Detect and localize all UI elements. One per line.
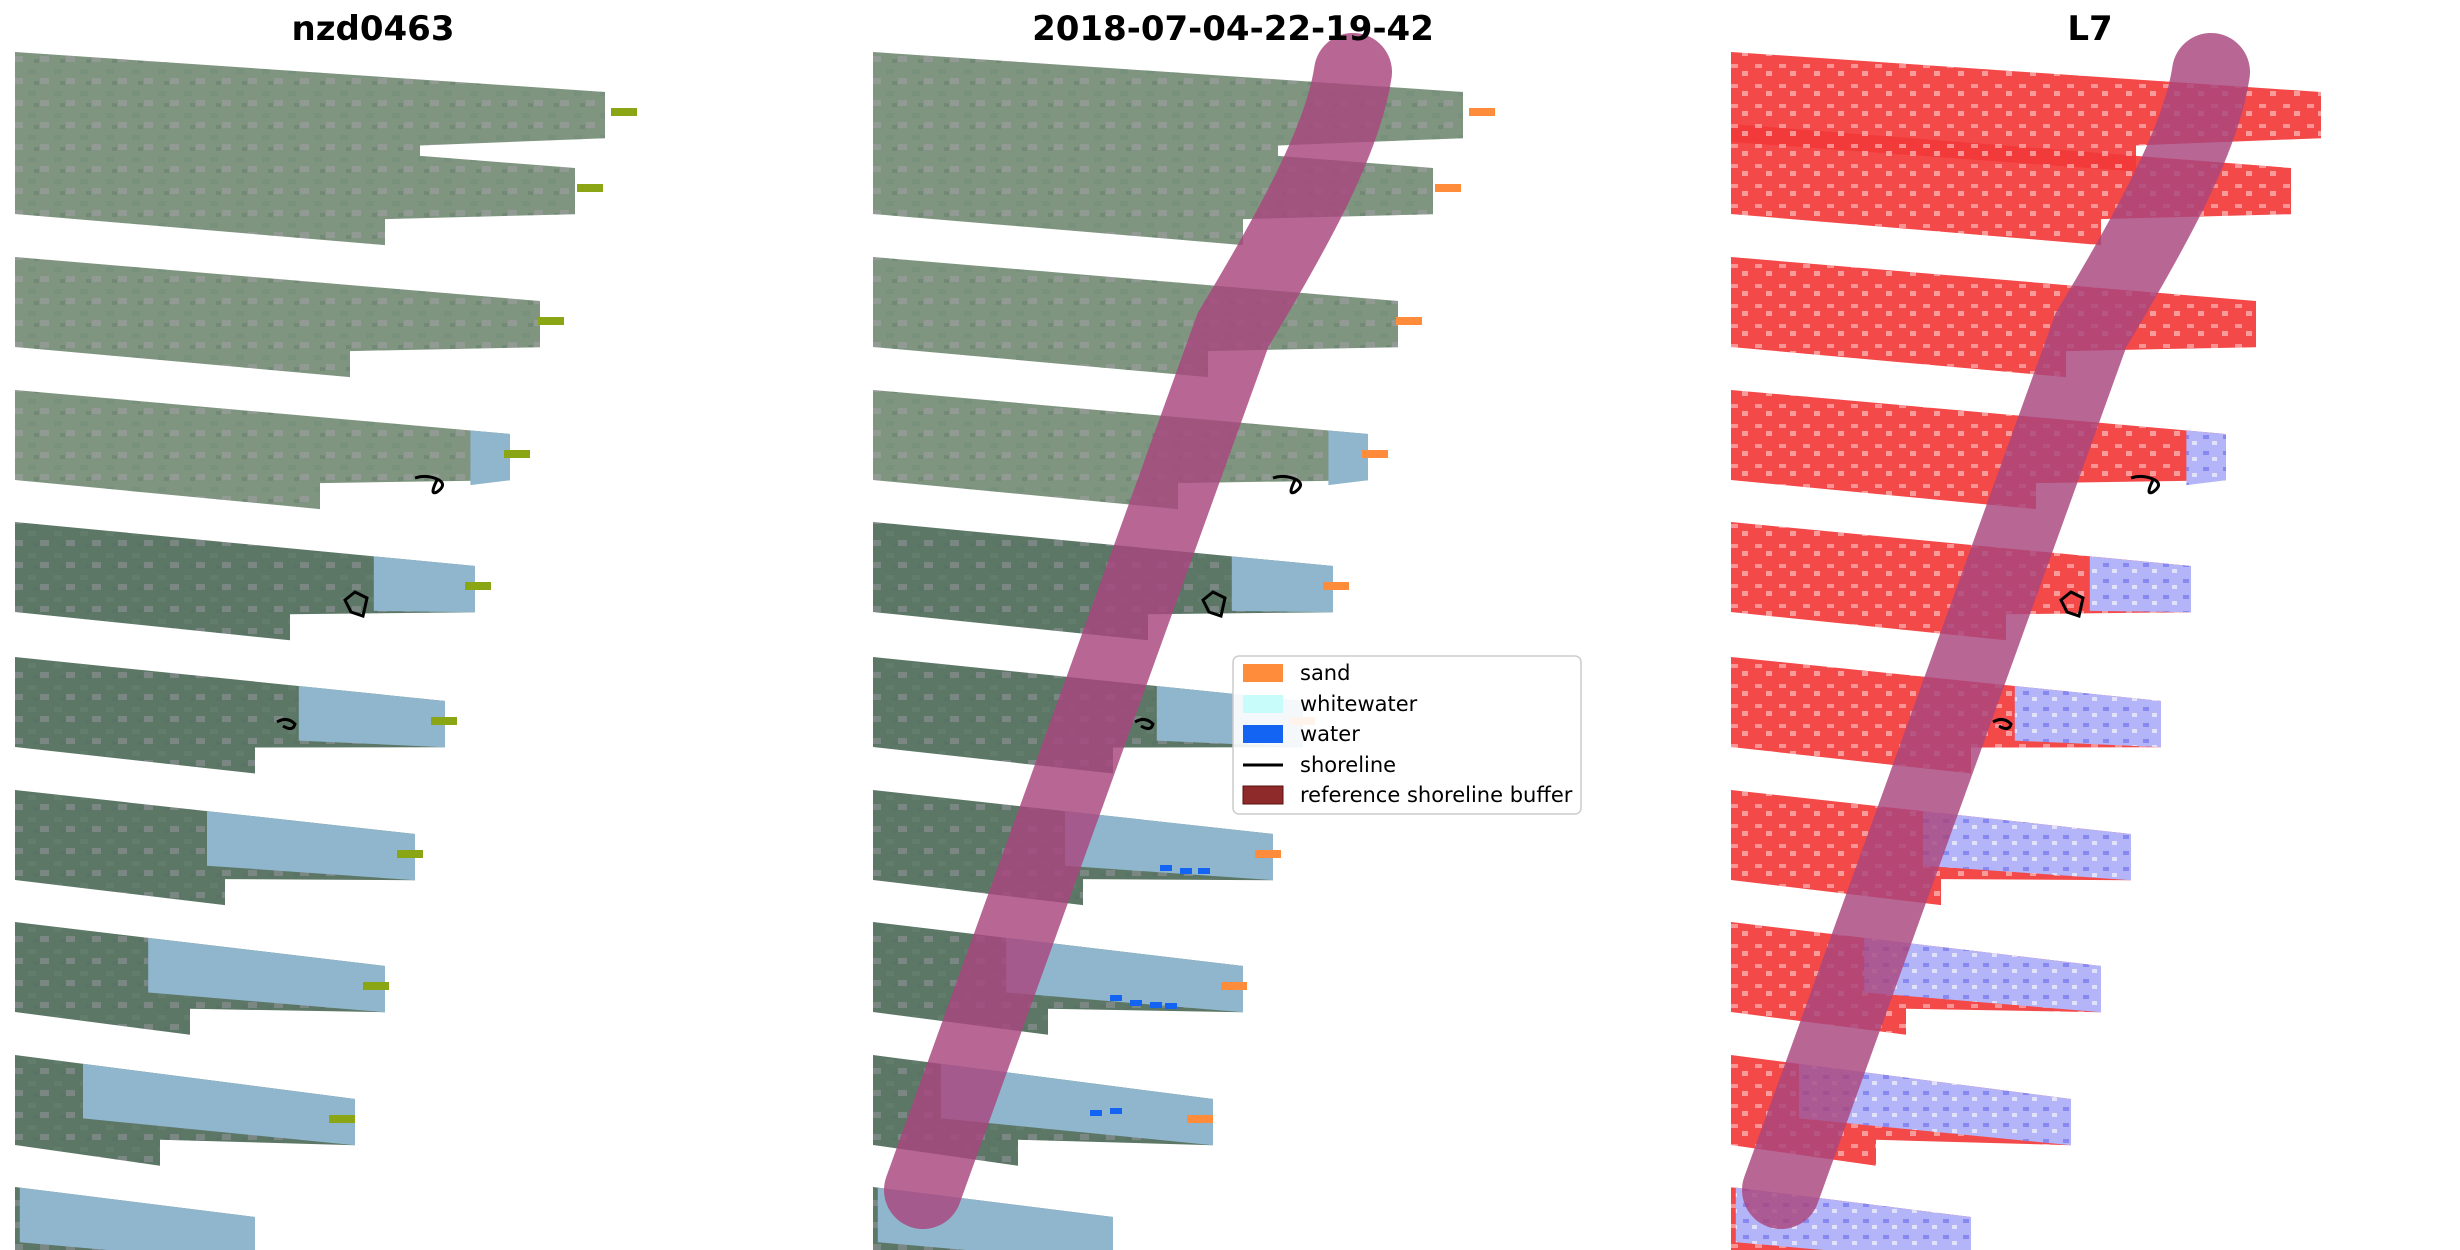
sand-patch (1469, 108, 1495, 116)
sand-patch (431, 717, 457, 725)
image-stripe-texture (15, 522, 475, 641)
image-stripe-texture (15, 124, 575, 246)
legend-label-whitewater: whitewater (1300, 692, 1418, 716)
sand-patch (1435, 184, 1461, 192)
panel-title-classified: 2018-07-04-22-19-42 (1032, 9, 1434, 49)
sand-patch (329, 1115, 355, 1123)
legend: sand whitewater water shoreline referenc… (1232, 655, 1582, 815)
water-blob (1110, 995, 1122, 1001)
sand-patch (504, 450, 530, 458)
shoreline-trace (1134, 717, 1155, 731)
water-blob (1165, 1003, 1177, 1009)
sand-patch (1187, 1115, 1213, 1123)
sea-area (373, 556, 475, 613)
image-stripe-texture (873, 390, 1368, 510)
water-blob (1110, 1108, 1122, 1114)
legend-label-water: water (1300, 722, 1360, 746)
sand-patch (1396, 317, 1422, 325)
sea-area-texture (1864, 937, 2101, 1013)
reference-shoreline-buffer (884, 33, 1392, 1229)
shoreline-trace (2130, 474, 2160, 495)
shoreline-trace (343, 590, 369, 618)
sea-area-texture (2014, 686, 2161, 748)
water-blob (1130, 1000, 1142, 1006)
image-stripe-texture (15, 657, 445, 774)
panel-title-index: L7 (2067, 9, 2112, 49)
panel-classified-image (873, 33, 1495, 1250)
sea-area (83, 1063, 355, 1146)
legend-swatch-reference-shoreline-buffer (1242, 785, 1284, 805)
legend-box (1232, 655, 1582, 815)
shoreline-trace (414, 474, 444, 495)
sea-area (207, 811, 415, 881)
image-stripe-texture (1731, 257, 2256, 378)
shoreline-trace (1992, 717, 2013, 731)
sea-area-texture (2186, 430, 2226, 486)
shoreline-trace (1272, 474, 1302, 495)
sand-patch (397, 850, 423, 858)
water-blob (1090, 1110, 1102, 1116)
legend-label-reference-shoreline-buffer: reference shoreline buffer (1300, 783, 1573, 807)
sand-patch (465, 582, 491, 590)
water-blob (1180, 868, 1192, 874)
image-stripe-texture (873, 257, 1398, 378)
water-blob (1160, 865, 1172, 871)
sea-area (298, 686, 445, 748)
sand-patch (577, 184, 603, 192)
legend-swatch-water (1243, 725, 1283, 743)
sand-patch (538, 317, 564, 325)
sand-patch (363, 982, 389, 990)
sea-area (941, 1063, 1213, 1146)
sand-patch (611, 108, 637, 116)
legend-swatch-sand (1243, 664, 1283, 682)
sand-patch (1323, 582, 1349, 590)
sand-patch (1362, 450, 1388, 458)
reference-shoreline-buffer (1742, 33, 2250, 1229)
sea-area-texture (2089, 556, 2191, 613)
sea-area (1065, 811, 1273, 881)
sea-area (148, 937, 385, 1013)
panel-rgb-image (15, 52, 637, 1250)
sea-area-texture (1923, 811, 2131, 881)
sea-area (1231, 556, 1333, 613)
image-stripe-texture (1731, 390, 2226, 510)
image-stripe-texture (15, 390, 510, 510)
legend-swatch-whitewater (1243, 695, 1283, 713)
sea-area (1006, 937, 1243, 1013)
water-blob (1150, 1002, 1162, 1008)
legend-label-sand: sand (1300, 661, 1350, 685)
sea-area (470, 430, 510, 486)
shoreline-trace (2059, 590, 2085, 618)
sea-area (19, 1187, 255, 1250)
image-stripe-texture (15, 257, 540, 378)
sea-area-texture (1799, 1063, 2071, 1146)
sand-patch (1255, 850, 1281, 858)
sea-area (1328, 430, 1368, 486)
shoreline-trace (276, 717, 297, 731)
legend-label-shoreline: shoreline (1300, 753, 1396, 777)
panel-index-image (1731, 33, 2321, 1250)
sand-patch (1221, 982, 1247, 990)
water-blob (1198, 868, 1210, 874)
panel-title-rgb: nzd0463 (292, 9, 455, 49)
shoreline-trace (1201, 590, 1227, 618)
